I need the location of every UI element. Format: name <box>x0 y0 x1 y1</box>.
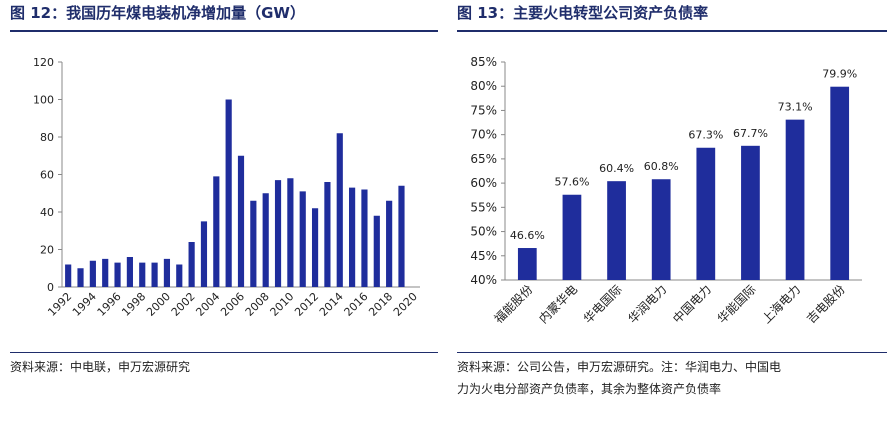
left-bar-1996 <box>114 262 121 287</box>
right-y-tick-label: 65% <box>470 152 497 166</box>
left-bar-1998 <box>139 262 146 287</box>
right-source-note-line2: 力为火电分部资产负债率，其余为整体资产负债率 <box>457 382 722 396</box>
left-bar-2013 <box>324 182 331 287</box>
left-bar-chart: 0204060801001201992199419961998200020022… <box>33 56 420 319</box>
left-bar-1994 <box>89 260 96 287</box>
right-bar-华润电力 <box>651 179 671 280</box>
left-x-tick-label: 2010 <box>268 290 297 319</box>
left-x-tick-label: 2004 <box>193 290 222 319</box>
right-source-rule <box>457 352 887 353</box>
left-bar-2016 <box>361 189 368 287</box>
left-panel: 图 12：我国历年煤电装机净增加量（GW） 0 20 40 60 80 100 120 199… <box>10 0 440 427</box>
left-source-rule <box>10 352 438 353</box>
left-bar-2011 <box>299 191 306 287</box>
left-bar-2004 <box>213 176 220 287</box>
right-x-tick-label: 上海电力 <box>759 282 804 327</box>
left-title-rule <box>10 30 438 32</box>
left-bar-2003 <box>200 221 208 287</box>
right-bar-data-label: 67.7% <box>733 127 768 140</box>
left-x-tick-label: 1992 <box>45 290 74 319</box>
left-y-tick-label: 120 <box>33 56 54 69</box>
right-bar-上海电力 <box>785 119 805 280</box>
left-y-tick-label: 40 <box>40 206 54 219</box>
left-x-tick-label: 2014 <box>317 290 346 319</box>
left-chart-title: 图 12：我国历年煤电装机净增加量（GW） <box>10 4 305 22</box>
left-bar-2018 <box>386 200 393 287</box>
left-bar-1999 <box>151 262 158 287</box>
left-bar-1993 <box>77 268 84 287</box>
left-y-tick-label: 100 <box>33 94 54 107</box>
right-y-tick-label: 85% <box>470 55 497 69</box>
right-x-tick-label: 华润电力 <box>625 282 669 326</box>
right-bar-data-label: 73.1% <box>778 101 813 114</box>
right-bar-data-label: 79.9% <box>822 68 857 81</box>
left-bar-2005 <box>225 99 232 287</box>
left-bar-1992 <box>65 264 72 287</box>
left-bar-1997 <box>126 257 133 287</box>
right-y-tick-label: 75% <box>470 103 497 117</box>
left-y-tick-label: 20 <box>40 244 54 257</box>
left-y-tick-label: 80 <box>40 131 54 144</box>
left-x-tick-label: 2020 <box>391 290 420 319</box>
right-x-tick-label: 华能国际 <box>715 282 759 326</box>
right-y-tick-label: 60% <box>470 176 497 190</box>
right-chart-title: 图 13：主要火电转型公司资产负债率 <box>457 4 709 22</box>
left-x-tick-label: 2000 <box>144 290 173 319</box>
left-bar-1995 <box>102 258 109 287</box>
right-x-tick-label: 内蒙华电 <box>536 282 580 326</box>
left-x-tick-label: 1996 <box>95 290 124 319</box>
left-source-note: 资料来源：中电联，申万宏源研究 <box>10 360 191 374</box>
right-x-tick-label: 福能股份 <box>491 282 536 327</box>
right-bar-data-label: 46.6% <box>510 229 545 242</box>
left-bar-2000 <box>163 258 171 287</box>
left-bar-2006 <box>237 155 245 287</box>
right-x-tick-label: 华电国际 <box>581 282 625 326</box>
right-y-tick-label: 55% <box>470 200 497 214</box>
right-bar-data-label: 60.8% <box>644 160 679 173</box>
left-x-tick-label: 2016 <box>342 290 371 319</box>
right-y-tick-label: 45% <box>470 249 497 263</box>
left-x-tick-label: 1994 <box>70 290 99 319</box>
left-bar-2015 <box>349 187 356 287</box>
right-y-tick-label: 80% <box>470 79 497 93</box>
right-bar-福能股份 <box>517 248 537 280</box>
right-bar-华能国际 <box>741 145 760 280</box>
left-x-tick-label: 2006 <box>218 290 247 319</box>
left-y-tick-label: 60 <box>40 169 54 182</box>
left-bar-2009 <box>274 180 282 287</box>
left-bar-2001 <box>176 264 183 287</box>
right-y-tick-label: 70% <box>470 128 497 142</box>
left-bar-2007 <box>250 200 257 287</box>
left-x-tick-label: 2008 <box>243 290 272 319</box>
left-bar-2012 <box>311 208 319 287</box>
right-source-note-line1: 资料来源：公司公告，申万宏源研究。注：华润电力、中国电 <box>457 360 782 374</box>
left-bar-2008 <box>262 193 269 287</box>
right-bar-chart: 40% 45% 50% 55% 60% 65% 70% 75% 80% 85% 46.6% 福能股份 5… <box>470 55 862 327</box>
right-y-tick-label: 50% <box>470 225 497 239</box>
right-panel: 图 13：主要火电转型公司资产负债率 40% 45% 50% 55% 60% 65% 70%… <box>457 0 889 427</box>
right-bar-吉电股份 <box>830 86 850 280</box>
right-y-tick-label: 40% <box>470 273 497 287</box>
right-x-tick-label: 中国电力 <box>669 282 714 327</box>
left-y-tick-label: 0 <box>47 281 54 294</box>
right-bar-data-label: 57.6% <box>554 176 589 189</box>
right-bar-data-label: 67.3% <box>688 129 723 142</box>
right-bar-内蒙华电 <box>562 194 582 280</box>
right-title-rule <box>457 30 887 32</box>
right-x-tick-label: 吉电股份 <box>804 282 848 326</box>
left-bar-2002 <box>188 242 195 287</box>
right-bar-华电国际 <box>607 181 626 280</box>
left-x-tick-label: 2002 <box>169 290 198 319</box>
left-bar-2017 <box>373 215 380 287</box>
left-bar-2014 <box>336 133 343 287</box>
right-bar-中国电力 <box>696 147 716 280</box>
left-bar-2010 <box>287 178 294 287</box>
left-bar-2019 <box>398 185 405 287</box>
right-bar-data-label: 60.4% <box>599 162 634 175</box>
left-x-tick-label: 2012 <box>292 290 321 319</box>
left-x-tick-label: 2018 <box>366 290 395 319</box>
left-x-tick-label: 1998 <box>119 290 148 319</box>
